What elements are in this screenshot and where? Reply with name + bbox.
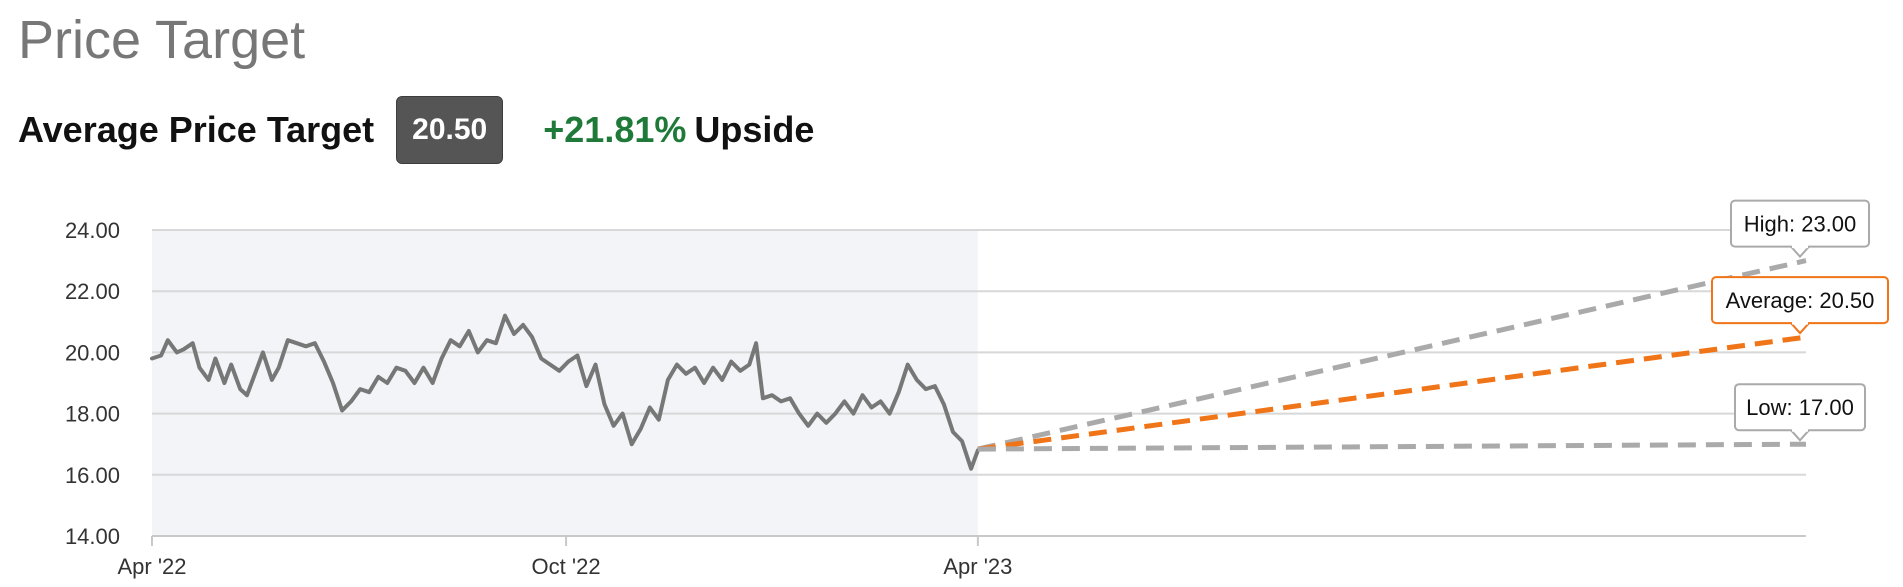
x-tick-label: Oct '22 — [532, 554, 601, 579]
low-callout-pointer — [1790, 429, 1810, 442]
upside-percent: +21.81% — [543, 109, 687, 150]
low-target-line — [977, 441, 1807, 452]
upside-indicator: +21.81% Upside — [543, 109, 814, 151]
low-callout-label: Low: 17.00 — [1746, 395, 1854, 420]
x-tick-label: Apr '23 — [943, 554, 1012, 579]
y-tick-label: 20.00 — [65, 340, 120, 365]
high-target-line — [977, 258, 1807, 452]
x-tick-label: Apr '22 — [117, 554, 186, 579]
price-target-chart: 14.00 16.00 18.00 20.00 22.00 24.00 Apr '22 Oct… — [65, 199, 1889, 579]
average-price-target-badge: 20.50 — [396, 96, 504, 164]
high-callout-label: High: 23.00 — [1744, 212, 1857, 237]
y-tick-label: 18.00 — [65, 402, 120, 427]
average-callout-label: Average: 20.50 — [1726, 288, 1875, 313]
history-price-line — [150, 313, 980, 471]
y-tick-label: 14.00 — [65, 524, 120, 549]
y-tick-label: 22.00 — [65, 279, 120, 304]
y-tick-label: 24.00 — [65, 218, 120, 243]
average-callout-pointer — [1790, 322, 1810, 335]
average-price-target-row: Average Price Target 20.50 +21.81% Upside — [18, 96, 814, 164]
history-band — [152, 230, 978, 536]
y-tick-label: 16.00 — [65, 463, 120, 488]
page-title: Price Target — [18, 10, 306, 70]
high-callout-pointer — [1790, 245, 1810, 259]
average-price-target-label: Average Price Target — [18, 109, 375, 150]
upside-label: Upside — [694, 109, 815, 150]
